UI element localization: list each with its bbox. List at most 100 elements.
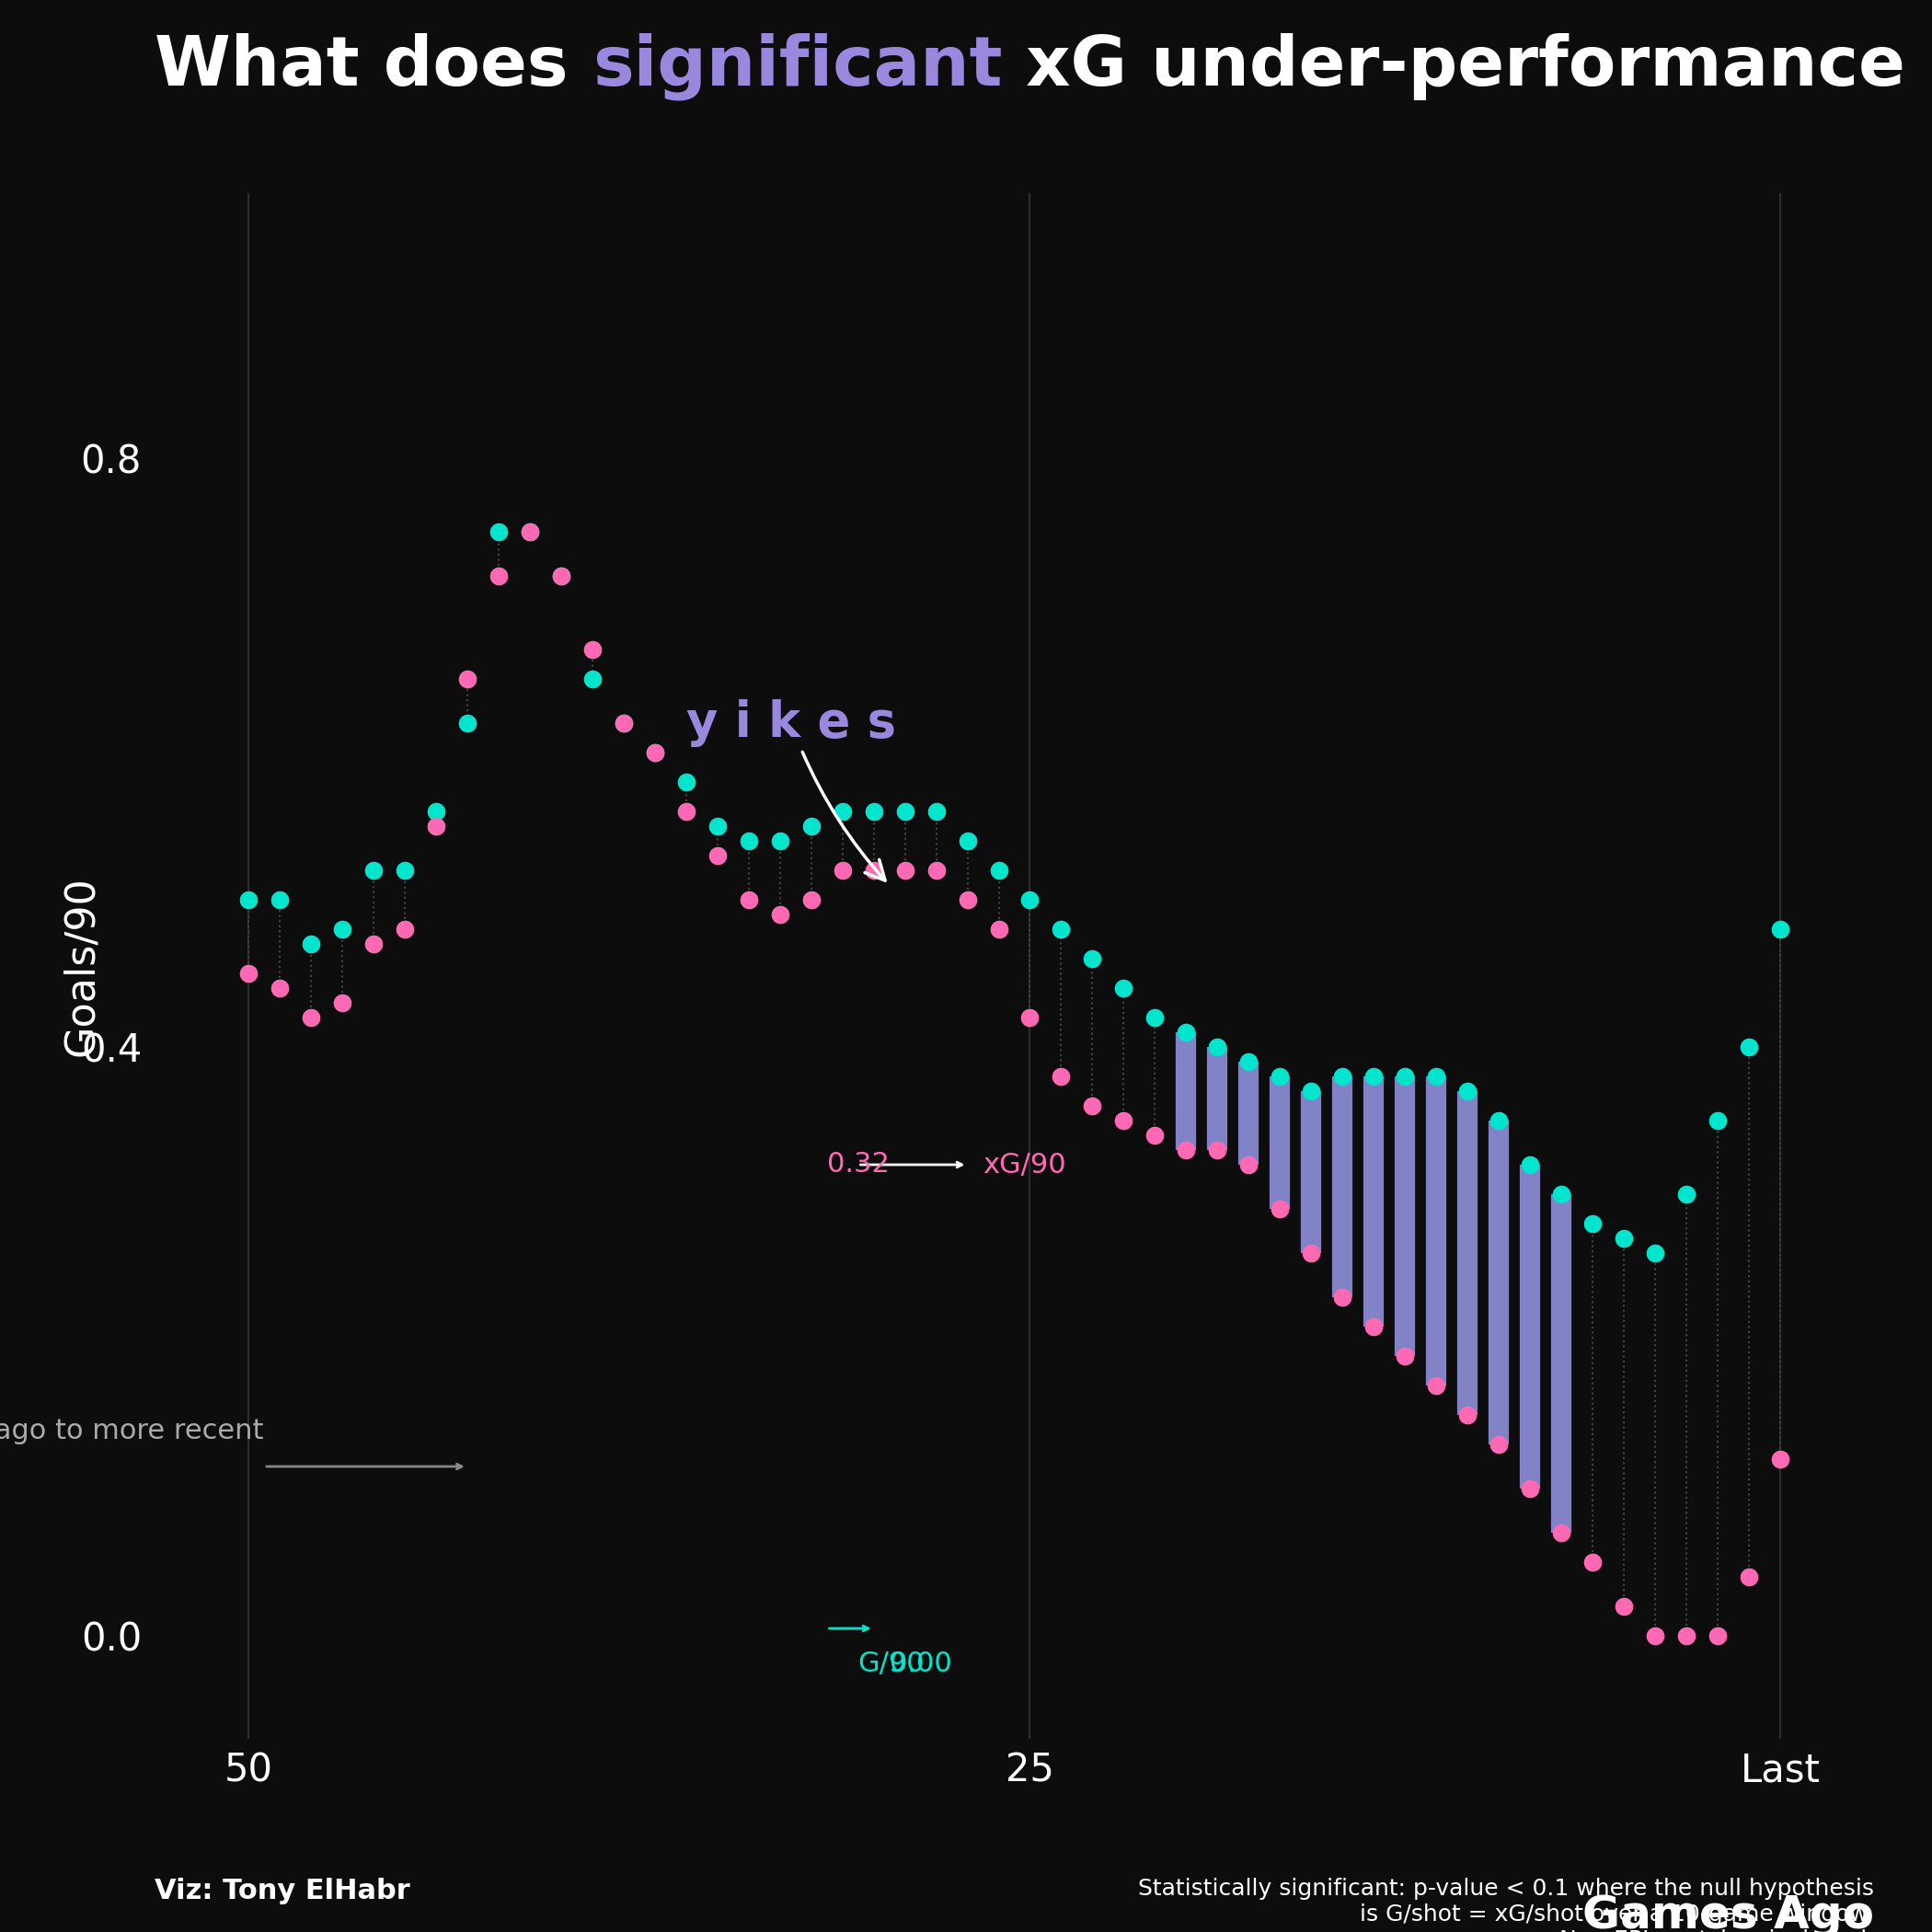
Point [1640, 1238, 1671, 1269]
Point [609, 707, 639, 738]
Point [1296, 1238, 1327, 1269]
Point [1546, 1179, 1577, 1209]
Point [578, 663, 609, 694]
Point [1233, 1150, 1264, 1180]
Point [983, 854, 1014, 885]
Point [327, 987, 357, 1018]
Point [1076, 1090, 1107, 1121]
Point [1171, 1016, 1202, 1047]
Point [765, 825, 796, 856]
Point [1577, 1208, 1607, 1238]
Point [545, 560, 576, 591]
Point [1296, 1076, 1327, 1107]
Point [1733, 1032, 1764, 1063]
Text: Longer ago to more recent: Longer ago to more recent [0, 1418, 265, 1445]
Point [827, 854, 858, 885]
Point [922, 796, 952, 827]
Text: 0.32: 0.32 [827, 1151, 889, 1179]
Text: 0.00: 0.00 [889, 1650, 952, 1677]
Point [1453, 1076, 1484, 1107]
Point [1671, 1179, 1702, 1209]
Point [1515, 1150, 1546, 1180]
Point [827, 796, 858, 827]
Point [1014, 1003, 1045, 1034]
Point [1453, 1399, 1484, 1430]
Point [545, 560, 576, 591]
Point [732, 825, 763, 856]
Point [1358, 1061, 1389, 1092]
Point [421, 796, 452, 827]
Point [1484, 1105, 1515, 1136]
Point [670, 796, 701, 827]
Point [1233, 1047, 1264, 1078]
Point [1515, 1472, 1546, 1503]
Point [1045, 914, 1076, 945]
Point [1265, 1061, 1296, 1092]
Text: xG under-performance look like?: xG under-performance look like? [1003, 33, 1932, 100]
Point [952, 825, 983, 856]
Point [858, 796, 889, 827]
Point [1265, 1194, 1296, 1225]
Point [357, 929, 388, 960]
Point [514, 516, 545, 547]
Point [578, 634, 609, 665]
Point [670, 767, 701, 798]
Point [1327, 1281, 1358, 1312]
Text: y i k e s: y i k e s [686, 699, 896, 881]
Point [1076, 943, 1107, 974]
Point [1671, 1621, 1702, 1652]
Point [296, 929, 327, 960]
Point [421, 811, 452, 842]
Point [952, 885, 983, 916]
Point [858, 854, 889, 885]
Point [701, 840, 732, 871]
Point [1702, 1621, 1733, 1652]
Point [452, 663, 483, 694]
Point [265, 972, 296, 1003]
Point [388, 914, 419, 945]
Point [483, 516, 514, 547]
Point [765, 898, 796, 929]
Point [1140, 1003, 1171, 1034]
Point [922, 854, 952, 885]
Point [1389, 1061, 1420, 1092]
Point [1045, 1061, 1076, 1092]
Point [1389, 1341, 1420, 1372]
Point [1546, 1517, 1577, 1548]
Point [357, 854, 388, 885]
Point [1109, 972, 1140, 1003]
Point [265, 885, 296, 916]
Text: G/90: G/90 [858, 1650, 925, 1677]
Point [1109, 1105, 1140, 1136]
Text: Statistically significant: p-value < 0.1 where the null hypothesis
is G/shot = x: Statistically significant: p-value < 0.1… [1138, 1878, 1874, 1932]
Point [514, 516, 545, 547]
Point [1327, 1061, 1358, 1092]
Point [1764, 1443, 1795, 1474]
Point [701, 811, 732, 842]
Point [796, 885, 827, 916]
Point [1577, 1548, 1607, 1578]
Point [388, 854, 419, 885]
Point [639, 738, 670, 769]
Text: What does: What does [155, 33, 591, 100]
Text: significant: significant [591, 33, 1003, 100]
Text: xG/90: xG/90 [983, 1151, 1066, 1179]
Point [639, 738, 670, 769]
Point [1420, 1061, 1451, 1092]
Point [327, 914, 357, 945]
Point [732, 885, 763, 916]
Text: Games Ago: Games Ago [1582, 1893, 1874, 1932]
Point [234, 958, 265, 989]
Point [889, 854, 920, 885]
Point [1140, 1121, 1171, 1151]
Point [1609, 1590, 1640, 1621]
Point [889, 796, 920, 827]
Point [1764, 914, 1795, 945]
Point [1609, 1223, 1640, 1254]
Text: Viz: Tony ElHabr: Viz: Tony ElHabr [155, 1878, 410, 1905]
Point [1484, 1430, 1515, 1461]
Point [452, 707, 483, 738]
Point [296, 1003, 327, 1034]
Point [1202, 1134, 1233, 1165]
Point [1014, 885, 1045, 916]
